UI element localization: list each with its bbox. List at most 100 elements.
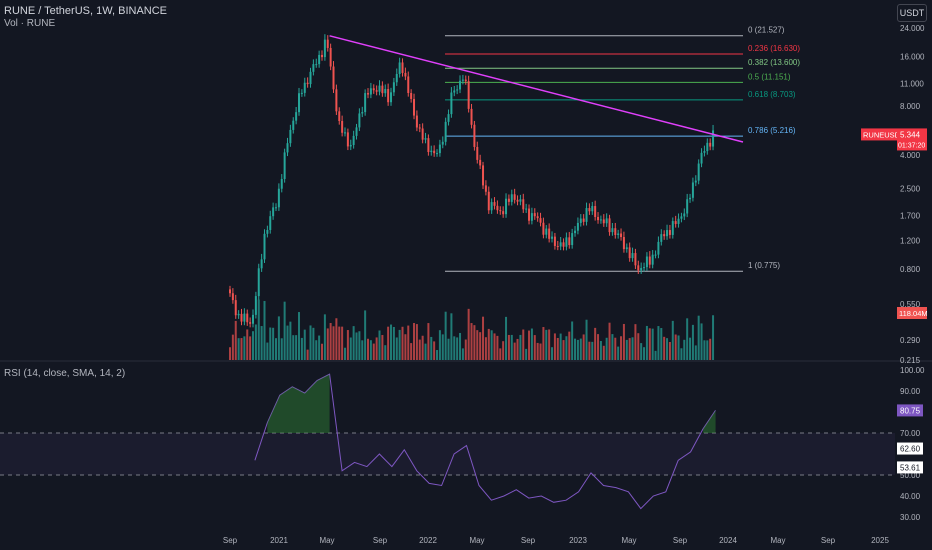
price-candle[interactable] [599, 219, 602, 221]
price-candle[interactable] [568, 237, 571, 246]
price-candle[interactable] [283, 152, 286, 179]
price-candle[interactable] [326, 39, 329, 48]
price-candle[interactable] [312, 64, 315, 72]
price-candle[interactable] [559, 242, 562, 247]
price-candle[interactable] [407, 76, 410, 94]
price-candle[interactable] [240, 313, 243, 322]
price-candle[interactable] [430, 150, 433, 153]
price-candle[interactable] [479, 159, 482, 166]
price-candle[interactable] [309, 71, 312, 85]
price-candle[interactable] [418, 127, 421, 129]
price-candle[interactable] [657, 241, 660, 255]
price-candle[interactable] [602, 219, 605, 224]
price-candle[interactable] [292, 120, 295, 130]
price-candle[interactable] [257, 268, 260, 297]
price-candle[interactable] [303, 82, 306, 93]
price-candle[interactable] [502, 211, 505, 215]
price-candle[interactable] [269, 216, 272, 230]
price-candle[interactable] [597, 216, 600, 221]
price-candle[interactable] [252, 314, 255, 324]
price-candle[interactable] [680, 216, 683, 219]
price-candle[interactable] [706, 142, 709, 152]
price-candle[interactable] [648, 256, 651, 265]
price-candle[interactable] [332, 66, 335, 90]
price-candle[interactable] [571, 233, 574, 246]
price-candle[interactable] [637, 265, 640, 271]
price-candle[interactable] [254, 296, 257, 315]
price-candle[interactable] [358, 113, 361, 128]
price-candle[interactable] [272, 207, 275, 217]
price-candle[interactable] [424, 138, 427, 140]
price-candle[interactable] [456, 89, 459, 91]
price-candle[interactable] [361, 112, 364, 114]
price-candle[interactable] [338, 111, 341, 122]
price-candle[interactable] [666, 230, 669, 237]
price-candle[interactable] [712, 130, 715, 147]
price-candle[interactable] [341, 121, 344, 133]
price-candle[interactable] [585, 208, 588, 222]
price-candle[interactable] [441, 141, 444, 145]
price-candle[interactable] [473, 124, 476, 147]
price-candle[interactable] [588, 208, 591, 212]
price-candle[interactable] [369, 88, 372, 95]
price-candle[interactable] [286, 143, 289, 153]
price-candle[interactable] [493, 202, 496, 206]
price-candle[interactable] [321, 54, 324, 58]
price-candle[interactable] [487, 191, 490, 211]
price-candle[interactable] [499, 210, 502, 212]
price-candle[interactable] [640, 267, 643, 271]
price-candle[interactable] [482, 165, 485, 186]
price-candle[interactable] [329, 47, 332, 67]
price-candle[interactable] [467, 81, 470, 109]
price-candle[interactable] [289, 129, 292, 144]
price-candle[interactable] [694, 180, 697, 183]
price-candle[interactable] [246, 313, 249, 323]
price-candle[interactable] [709, 142, 712, 147]
price-candle[interactable] [634, 253, 637, 266]
price-candle[interactable] [605, 218, 608, 224]
price-candle[interactable] [415, 115, 418, 128]
price-candle[interactable] [280, 178, 283, 189]
price-candle[interactable] [404, 72, 407, 77]
price-candle[interactable] [237, 313, 240, 316]
price-candle[interactable] [387, 89, 390, 103]
price-candle[interactable] [229, 289, 231, 294]
symbol-title[interactable]: RUNE / TetherUS, 1W, BINANCE [4, 5, 168, 17]
price-candle[interactable] [519, 199, 522, 202]
price-candle[interactable] [510, 194, 513, 202]
price-candle[interactable] [536, 216, 539, 219]
price-candle[interactable] [611, 228, 614, 233]
price-candle[interactable] [277, 188, 280, 208]
rsi-line[interactable] [254, 373, 716, 510]
price-candle[interactable] [384, 89, 387, 94]
price-candle[interactable] [459, 80, 462, 90]
price-candle[interactable] [243, 313, 246, 322]
price-candle[interactable] [392, 82, 395, 93]
price-candle[interactable] [447, 114, 450, 122]
price-candle[interactable] [579, 218, 582, 223]
price-candle[interactable] [421, 128, 424, 140]
price-candle[interactable] [700, 152, 703, 164]
price-candle[interactable] [275, 207, 278, 209]
price-candle[interactable] [683, 213, 686, 217]
price-candle[interactable] [525, 208, 528, 210]
price-candle[interactable] [410, 93, 413, 99]
price-candle[interactable] [513, 194, 516, 200]
price-candle[interactable] [375, 90, 378, 92]
price-candle[interactable] [315, 64, 318, 66]
rsi-indicator-label[interactable]: RSI (14, close, SMA, 14, 2) [4, 368, 126, 379]
price-candle[interactable] [614, 228, 617, 235]
price-candle[interactable] [551, 236, 554, 239]
price-candle[interactable] [654, 254, 657, 256]
currency-button[interactable]: USDT [897, 4, 927, 22]
price-candle[interactable] [476, 146, 479, 160]
price-candle[interactable] [660, 234, 663, 242]
price-candle[interactable] [622, 237, 625, 250]
price-candle[interactable] [505, 198, 508, 215]
price-candle[interactable] [539, 218, 542, 223]
price-candle[interactable] [413, 98, 416, 116]
price-candle[interactable] [378, 85, 381, 92]
price-candle[interactable] [625, 247, 628, 250]
price-candle[interactable] [263, 233, 266, 260]
